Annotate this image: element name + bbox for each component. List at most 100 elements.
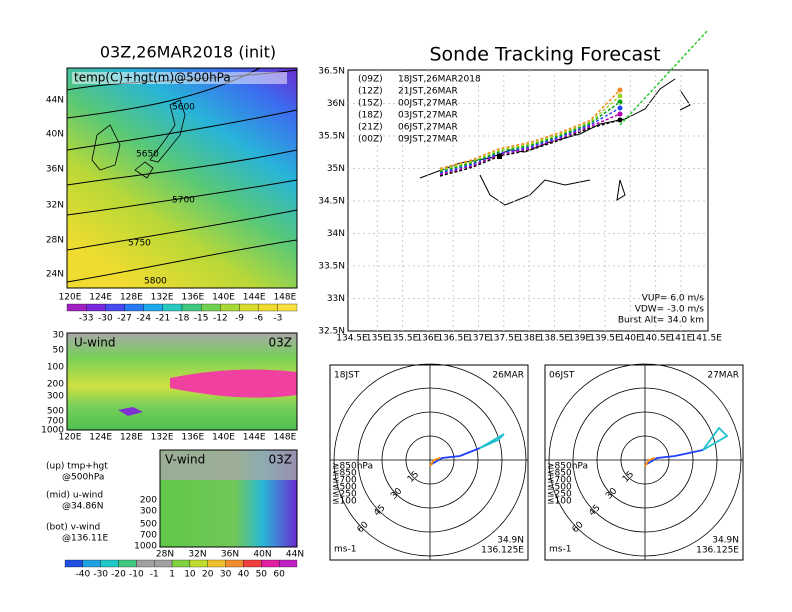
hodo-trace (479, 433, 505, 449)
lon-tick: 135E (366, 334, 389, 344)
colorbar-label: -20 (111, 570, 126, 580)
lon-tick: 140E (212, 293, 235, 303)
contour-label: 5750 (128, 239, 151, 249)
landing-point (617, 105, 623, 111)
lon-tick: 139.5E (589, 334, 621, 344)
ring-label: 15 (621, 470, 636, 485)
v-wind-label: V-wind (165, 453, 205, 467)
colorbar-label: -6 (254, 314, 263, 324)
colorbar-cell (82, 559, 101, 568)
hodo-trace (644, 457, 656, 467)
level-tick: 300 (140, 507, 157, 517)
coastline (91, 99, 186, 179)
colorbar-cell (261, 559, 280, 568)
level-tick: 200 (47, 380, 64, 390)
parameter: VUP= 6.0 m/s (642, 294, 705, 304)
contour-label: 5800 (144, 277, 167, 287)
lat-tick: 34N (327, 229, 345, 239)
track (439, 113, 621, 176)
run-init: (18Z) (358, 111, 383, 121)
run-init: (15Z) (358, 99, 383, 109)
colorbar-cell (239, 303, 259, 312)
lon-tick: 137.5E (488, 334, 520, 344)
colorbar-cell (225, 559, 244, 568)
time: 06JST (549, 371, 575, 381)
colorbar-label: -15 (194, 314, 209, 324)
contour-label: 5700 (172, 196, 195, 206)
lon-tick: 136E (181, 433, 204, 443)
lat-tick: 28N (156, 550, 174, 560)
lon-tick: 137E (467, 334, 490, 344)
run-arrival: 21JST,26MAR (398, 87, 458, 97)
run-arrival: 00JST,27MAR (398, 99, 458, 109)
lon-tick: 148E (273, 433, 296, 443)
lat-tick: 36N (46, 165, 64, 175)
run-arrival: 06JST,27MAR (398, 123, 458, 133)
run-arrival: 03JST,27MAR (398, 111, 458, 121)
colorbar-label: 20 (202, 570, 214, 580)
v-wind-upper (160, 450, 297, 480)
lon-tick: 138.5E (539, 334, 571, 344)
level-legend: ≥850hPa (332, 462, 373, 472)
lon-tick: 136E (181, 293, 204, 303)
v-wind-time: 03Z (269, 453, 293, 467)
level-legend: ≤850 (332, 469, 357, 479)
level-legend: ≤700 (332, 476, 357, 486)
level-legend: ≤250 (547, 490, 572, 500)
lat-tick: 24N (46, 270, 64, 280)
colorbar-cell (154, 559, 173, 568)
colorbar-label: -40 (75, 570, 90, 580)
level-tick: 1000 (134, 542, 157, 552)
colorbar-cell (201, 303, 221, 312)
hodograph-frame (544, 364, 744, 561)
colorbar-label: -21 (155, 314, 170, 324)
date: 27MAR (707, 371, 739, 381)
lat-tick: 28N (46, 236, 64, 246)
contour-label: 5650 (136, 150, 159, 160)
colorbar-cell (189, 559, 208, 568)
colorbar-cell (143, 303, 163, 312)
colorbar-cell (162, 303, 183, 312)
colorbar-cell (243, 559, 262, 568)
colorbar-cell (66, 303, 87, 312)
lon: 136.125E (481, 546, 524, 556)
hodo-trace (702, 426, 729, 451)
level-tick: 100 (47, 363, 64, 373)
note: @500hPa (62, 473, 104, 483)
lat-tick: 33.5N (318, 262, 345, 272)
colorbar-label: 60 (273, 570, 285, 580)
colorbar-label: -24 (136, 314, 151, 324)
negative-wind (118, 407, 143, 416)
map-label: temp(C)+hgt(m)@500hPa (74, 71, 231, 85)
run-arrival: 09JST,27MAR (398, 135, 458, 145)
ring-label: 15 (406, 470, 421, 485)
lat-tick: 36N (221, 550, 239, 560)
colorbar-cell (100, 559, 119, 568)
level-legend: ≤100 (332, 497, 357, 507)
colorbar-cell (136, 559, 155, 568)
u-wind-label: U-wind (74, 336, 115, 350)
colorbar-label: -18 (175, 314, 190, 324)
lon-tick: 132E (151, 293, 174, 303)
lat-tick: 36.5N (318, 67, 345, 77)
lat-tick: 35N (327, 164, 345, 174)
map-frame (66, 67, 298, 289)
colorbar-cell (124, 303, 144, 312)
v-wind-frame (159, 449, 298, 548)
track (439, 107, 621, 174)
lat-tick: 36N (327, 99, 345, 109)
level-legend: ≤250 (332, 490, 357, 500)
lon-tick: 136E (416, 334, 439, 344)
lon-tick: 144E (243, 293, 266, 303)
lon-tick: 124E (89, 433, 112, 443)
hodo-trace (429, 457, 441, 467)
level-legend: ≤100 (547, 497, 572, 507)
lon-tick: 140E (212, 433, 235, 443)
lon-tick: 128E (120, 433, 143, 443)
track-extension (619, 29, 709, 126)
level-tick: 1000 (41, 426, 64, 436)
lon-tick: 144E (243, 433, 266, 443)
lon-tick: 140.5E (640, 334, 672, 344)
level-tick: 30 (53, 331, 65, 341)
